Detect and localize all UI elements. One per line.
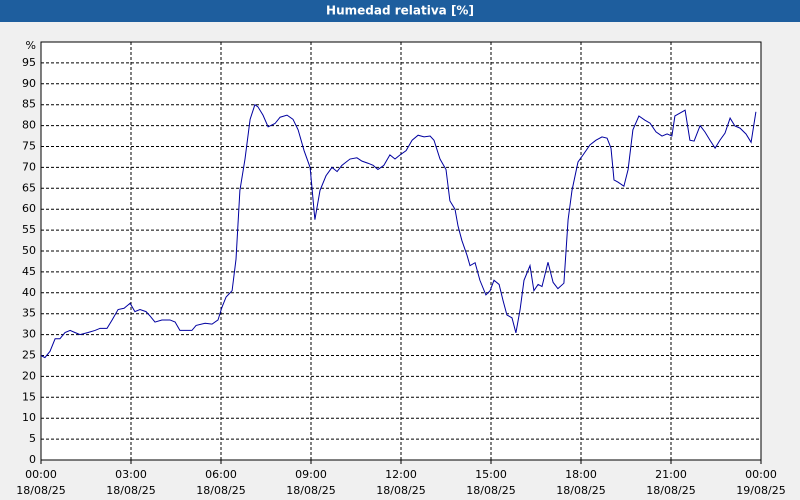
x-tick-date: 18/08/25 bbox=[16, 484, 65, 497]
y-tick-label: 40 bbox=[22, 286, 36, 299]
y-axis-label: % bbox=[26, 39, 36, 52]
y-tick-label: 90 bbox=[22, 77, 36, 90]
y-tick-label: 55 bbox=[22, 223, 36, 236]
x-tick-date: 18/08/25 bbox=[376, 484, 425, 497]
x-tick-label: 06:00 bbox=[205, 468, 237, 481]
data-line bbox=[40, 103, 757, 359]
x-tick-label: 15:00 bbox=[475, 468, 507, 481]
y-tick-label: 65 bbox=[22, 181, 36, 194]
x-tick-label: 09:00 bbox=[295, 468, 327, 481]
x-tick-date: 18/08/25 bbox=[556, 484, 605, 497]
y-tick-label: 20 bbox=[22, 369, 36, 382]
y-tick-label: 50 bbox=[22, 244, 36, 257]
x-tick-label: 00:00 bbox=[25, 468, 57, 481]
x-tick-label: 00:00 bbox=[745, 468, 777, 481]
x-tick-date: 18/08/25 bbox=[196, 484, 245, 497]
y-tick-label: 60 bbox=[22, 202, 36, 215]
y-tick-label: 75 bbox=[22, 140, 36, 153]
y-tick-label: 70 bbox=[22, 160, 36, 173]
y-tick-label: 0 bbox=[29, 453, 36, 466]
x-tick-date: 18/08/25 bbox=[106, 484, 155, 497]
chart-title: Humedad relativa [%] bbox=[326, 4, 474, 18]
x-tick-date: 19/08/25 bbox=[736, 484, 785, 497]
y-tick-label: 10 bbox=[22, 411, 36, 424]
plot-border bbox=[40, 41, 762, 461]
y-tick-label: 95 bbox=[22, 56, 36, 69]
x-tick-date: 18/08/25 bbox=[286, 484, 335, 497]
y-tick-label: 85 bbox=[22, 98, 36, 111]
x-tick-label: 18:00 bbox=[565, 468, 597, 481]
y-tick-label: 30 bbox=[22, 328, 36, 341]
x-tick-date: 18/08/25 bbox=[466, 484, 515, 497]
y-tick-label: 25 bbox=[22, 349, 36, 362]
y-tick-label: 5 bbox=[29, 432, 36, 445]
x-tick-label: 12:00 bbox=[385, 468, 417, 481]
y-tick-label: 15 bbox=[22, 390, 36, 403]
title-bar bbox=[0, 0, 800, 22]
y-tick-label: 45 bbox=[22, 265, 36, 278]
x-tick-date: 18/08/25 bbox=[646, 484, 695, 497]
y-tick-label: 35 bbox=[22, 307, 36, 320]
x-tick-label: 03:00 bbox=[115, 468, 147, 481]
x-tick-label: 21:00 bbox=[655, 468, 687, 481]
y-tick-label: 80 bbox=[22, 119, 36, 132]
